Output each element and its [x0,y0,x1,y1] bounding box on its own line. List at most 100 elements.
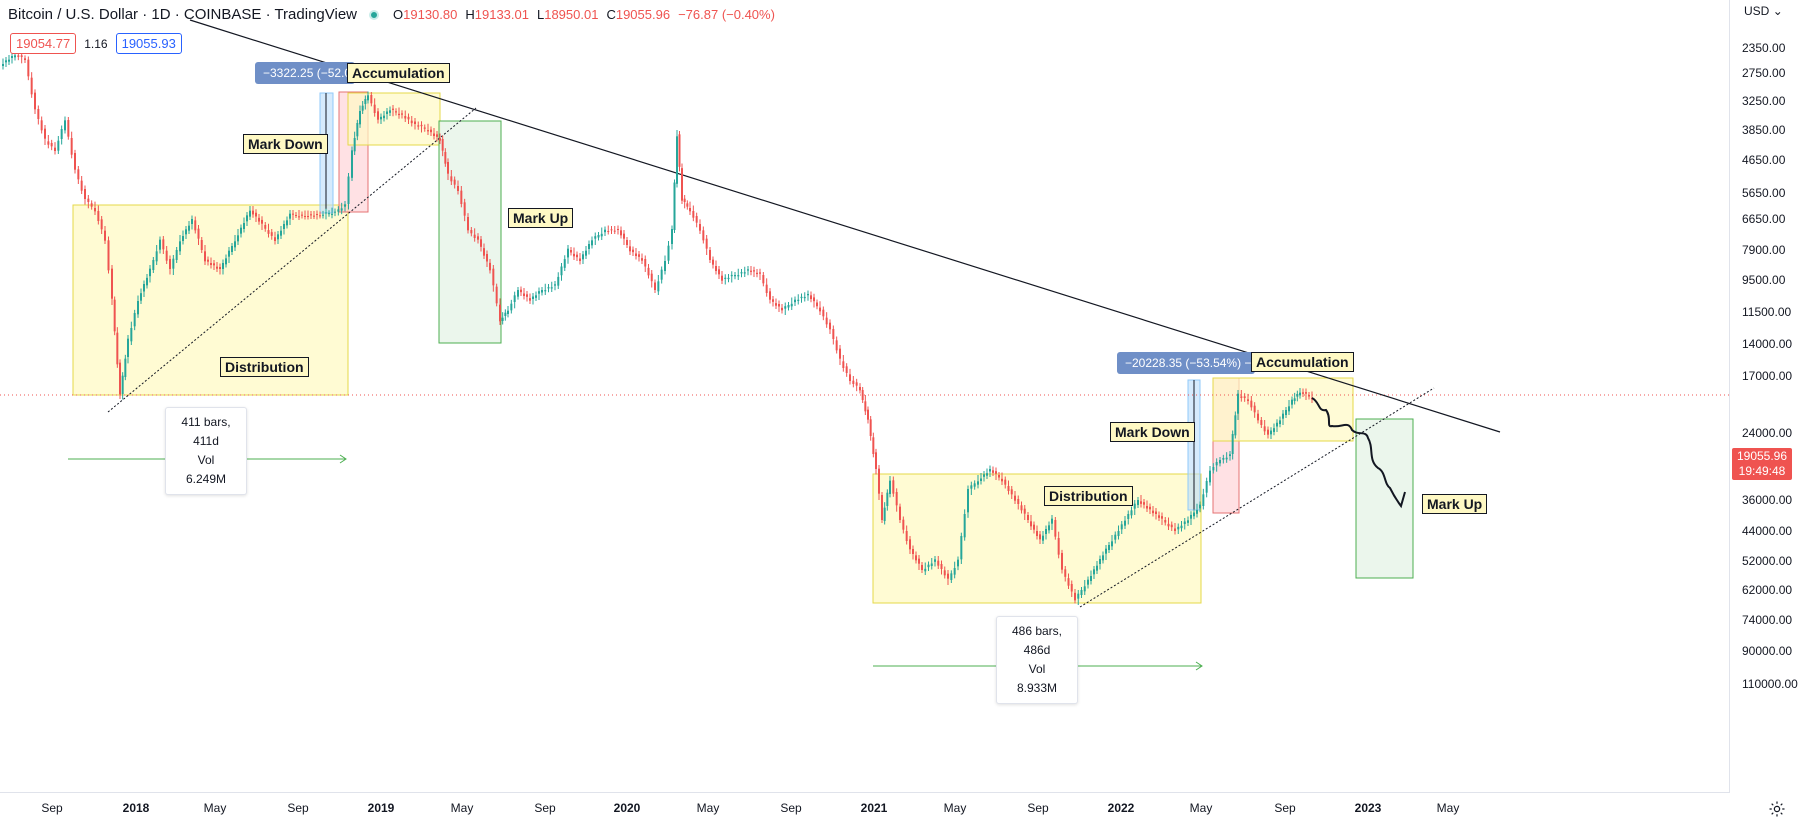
candle-body [676,136,678,184]
candle-body [77,169,80,180]
candle-body [140,293,142,301]
candle-body [398,113,400,116]
candle-body [980,478,982,481]
volume-1: Vol 6.249M [185,453,227,486]
volume-2: Vol 8.933M [1016,662,1058,695]
markup-label-1[interactable]: Mark Up [508,208,574,228]
support-line-2[interactable] [1079,387,1435,608]
markup-label-2[interactable]: Mark Up [1422,494,1488,514]
price-tick-label: 74000.00 [1742,613,1793,627]
candle-body [347,176,350,204]
candle-body [1033,524,1035,530]
candle-body [444,152,447,164]
candle-body [40,120,43,131]
candle-body [557,276,560,286]
sell-button[interactable]: 19054.77 [10,33,77,54]
candle-body [1209,470,1211,483]
candle-body [1045,529,1047,534]
distribution-label-1[interactable]: Distribution [220,357,309,377]
candle-body [973,483,976,487]
candle-body [1299,392,1301,396]
candle-body [632,249,634,253]
price-axis[interactable]: USD ⌄ 2350.00 2750.00 3250.00 3850.00 4650.0… [1730,0,1815,823]
candle-body [353,138,356,152]
candle-body [1067,578,1070,586]
candle-body [249,210,251,217]
candle-body [1080,590,1083,595]
candle-body [1027,515,1029,520]
candle-body [386,111,388,114]
accumulation-label-2[interactable]: Accumulation [1251,352,1354,372]
candle-body [573,253,575,257]
candle-body [582,254,584,260]
candle-body [267,230,270,234]
candle-body [813,297,815,302]
candle-body [1193,512,1195,517]
chart-pane[interactable]: Bitcoin / U.S. Dollar · 1D · COINBASE · … [0,0,1730,792]
candle-body [1051,518,1053,524]
candle-body [563,259,566,268]
price-tick-label: 36000.00 [1742,493,1793,507]
candle-body [924,568,927,572]
open-value: 19130.80 [403,7,458,22]
accumulation-label-1[interactable]: Accumulation [347,63,450,83]
candle-body [957,559,959,567]
candle-body [304,216,306,217]
accumulation-zone-1[interactable] [347,92,441,146]
chart-canvas[interactable] [0,0,1730,792]
accumulation-zone-2[interactable] [1212,377,1354,442]
markup-zone-2[interactable] [1355,418,1414,579]
candle-body [127,338,129,357]
distribution-label-2[interactable]: Distribution [1044,486,1133,506]
candle-body [507,310,509,314]
candle-body [34,92,36,110]
candle-body [513,295,516,302]
candle-body [790,303,793,307]
candle-body [950,573,953,580]
candle-body [692,211,695,218]
candle-body [699,224,701,231]
candle-body [855,382,858,386]
candle-body [1229,454,1231,456]
candle-body [289,213,291,219]
candle-body [967,489,969,513]
buy-button[interactable]: 19055.93 [115,33,182,54]
markdown-label-2[interactable]: Mark Down [1110,422,1195,442]
price-tick-label: 9500.00 [1742,273,1786,287]
change-value: −76.87 (−0.40%) [678,7,775,22]
candle-body [1234,415,1237,436]
candle-body [1023,508,1026,514]
candle-body [90,203,93,207]
gear-icon[interactable] [1768,800,1786,818]
projection-brush[interactable] [1311,397,1406,509]
markdown-label-1[interactable]: Mark Down [243,134,328,154]
candle-body [377,111,379,120]
time-axis[interactable]: Sep 2018 May Sep 2019 May Sep 2020 May Sep 2021 May… [0,792,1730,823]
candle-body [1202,494,1205,506]
candle-body [1070,584,1073,592]
candle-body [610,229,613,231]
candle-body [270,232,273,236]
candle-body [654,282,656,290]
candle-body [383,115,385,119]
chart-header: Bitcoin / U.S. Dollar · 1D · COINBASE · … [8,6,775,23]
candle-body [8,59,10,62]
candle-body [17,55,20,57]
candle-body [523,293,525,296]
candle-body [1108,545,1110,550]
candle-body [769,291,771,300]
candle-body [532,296,534,299]
currency-selector[interactable]: USD ⌄ [1744,4,1783,18]
range-info-card-2: 486 bars, 486d Vol 8.933M [996,616,1078,704]
candle-body [283,224,285,229]
symbol-title[interactable]: Bitcoin / U.S. Dollar · 1D · COINBASE · … [8,6,357,23]
measure-label-1[interactable]: −3322.25 (−52.07% [255,62,355,84]
price-series[interactable] [2,51,1313,606]
support-line-1[interactable] [107,107,477,413]
spread-value: 1.16 [84,36,108,51]
measure-label-2[interactable]: −20228.35 (−53.54%) −2022 [1117,352,1255,374]
markup-zone-1[interactable] [438,120,502,344]
candle-body [664,261,666,271]
candle-body [1099,559,1101,564]
candle-body [934,559,936,562]
